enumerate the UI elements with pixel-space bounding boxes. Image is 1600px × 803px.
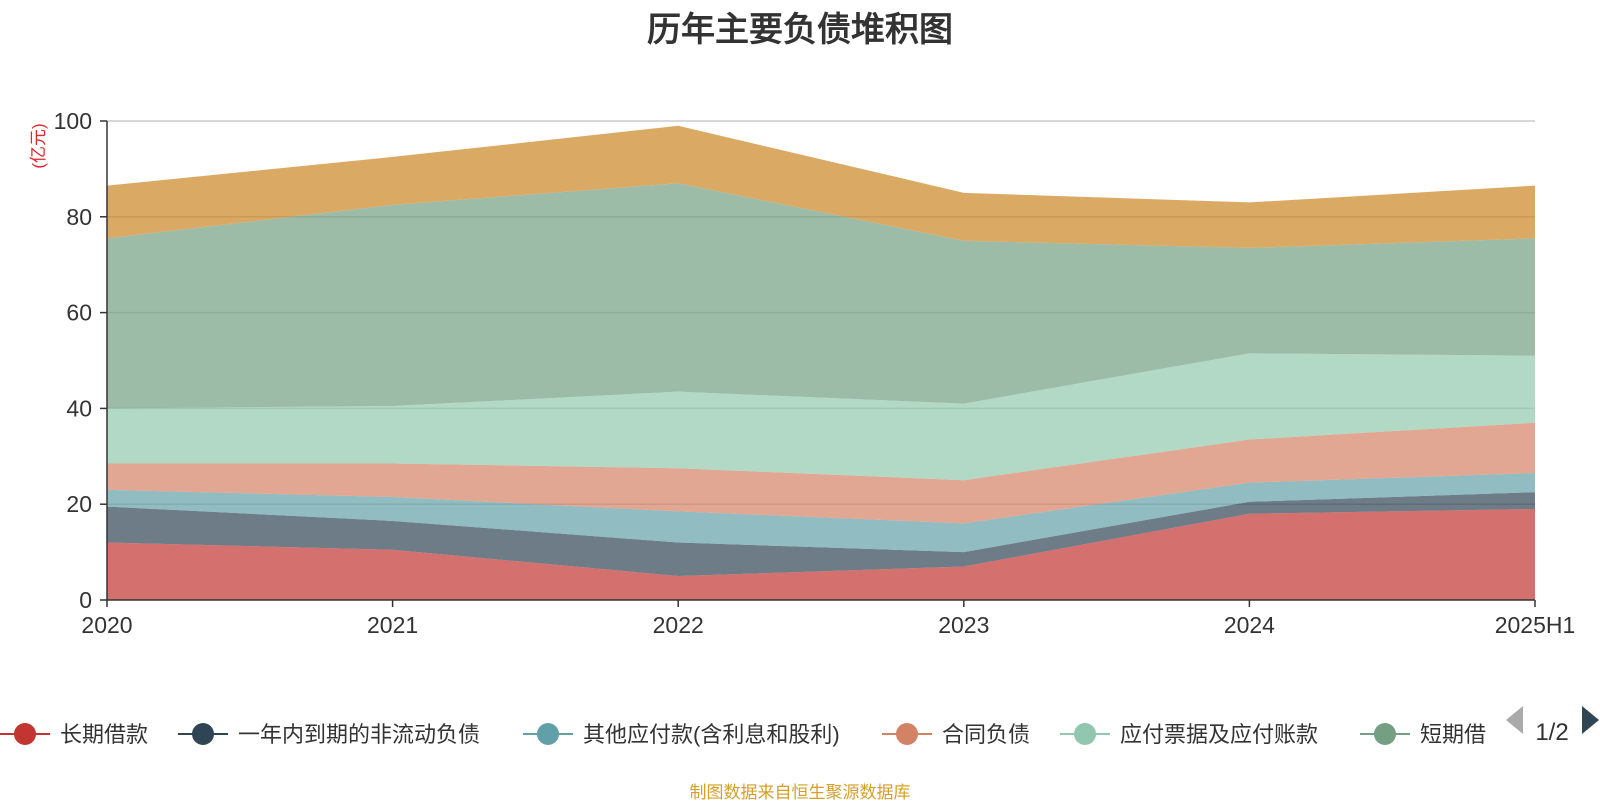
legend-marker-icon [14, 723, 36, 745]
legend-item[interactable]: 一年内到期的非流动负债 [178, 722, 480, 747]
area-series-4 [107, 353, 1535, 481]
legend-page-indicator: 1/2 [1535, 719, 1568, 746]
legend: 长期借款 一年内到期的非流动负债 其他应付款(含利息和股利) 合同负债 应付票据及应付账… [0, 722, 1486, 747]
legend-item[interactable]: 其他应付款(含利息和股利) [523, 722, 840, 747]
legend-prev-icon[interactable] [1506, 706, 1523, 734]
legend-marker-icon [192, 723, 214, 745]
legend-label: 长期借款 [60, 722, 148, 747]
legend-marker-icon [896, 723, 918, 745]
legend-pager: 1/2 [1506, 706, 1599, 746]
x-tick-label: 2020 [81, 612, 132, 638]
area-series-0 [107, 508, 1535, 600]
x-tick-label: 2025H1 [1495, 612, 1576, 638]
y-tick-label: 100 [54, 108, 92, 134]
legend-label: 一年内到期的非流动负债 [238, 722, 480, 747]
legend-item[interactable]: 短期借 [1360, 722, 1486, 747]
area-series-2 [107, 473, 1535, 553]
y-tick-labels: 0 20 40 60 80 100 [54, 108, 92, 613]
y-tick-label: 80 [66, 204, 92, 230]
legend-label: 合同负债 [942, 722, 1030, 747]
legend-next-icon[interactable] [1582, 706, 1599, 734]
legend-label: 短期借 [1420, 722, 1486, 747]
area-series-1 [107, 492, 1535, 577]
y-tick-label: 0 [79, 587, 92, 613]
y-tick-label: 40 [66, 395, 92, 421]
y-tick-label: 60 [66, 300, 92, 326]
legend-marker-icon [537, 723, 559, 745]
chart-title: 历年主要负债堆积图 [647, 10, 953, 50]
data-source-note: 制图数据来自恒生聚源数据库 [689, 783, 911, 803]
area-series-5 [107, 183, 1535, 409]
x-tick-label: 2022 [653, 612, 704, 638]
x-tick-label: 2021 [367, 612, 418, 638]
x-tick-label: 2024 [1224, 612, 1275, 638]
x-tick-labels: 2020 2021 2022 2023 2024 2025H1 [81, 612, 1575, 638]
area-series-3 [107, 422, 1535, 524]
x-tick-label: 2023 [938, 612, 989, 638]
y-axis-label: (亿元) [29, 123, 48, 168]
legend-item[interactable]: 应付票据及应付账款 [1060, 722, 1318, 747]
area-series-6 [107, 125, 1535, 248]
legend-label: 应付票据及应付账款 [1120, 722, 1318, 747]
area-series [107, 125, 1535, 600]
y-tick-label: 20 [66, 491, 92, 517]
legend-label: 其他应付款(含利息和股利) [583, 722, 840, 747]
legend-item[interactable]: 长期借款 [0, 722, 148, 747]
axes [100, 120, 1536, 607]
legend-marker-icon [1074, 723, 1096, 745]
legend-marker-icon [1374, 723, 1396, 745]
legend-item[interactable]: 合同负债 [882, 722, 1030, 747]
